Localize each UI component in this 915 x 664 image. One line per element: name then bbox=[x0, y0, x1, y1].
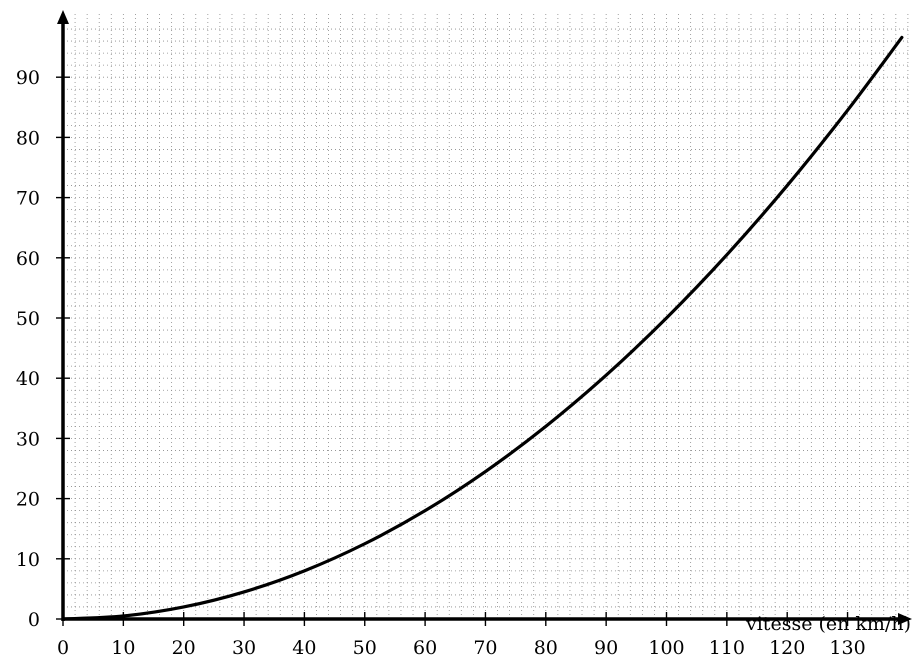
y-tick-label: 60 bbox=[16, 248, 40, 270]
x-tick-label: 40 bbox=[292, 637, 316, 659]
y-tick-label: 20 bbox=[16, 489, 40, 511]
y-tick-label: 10 bbox=[16, 549, 40, 571]
x-tick-label: 50 bbox=[353, 637, 377, 659]
x-tick-label: 20 bbox=[172, 637, 196, 659]
x-tick-label: 0 bbox=[57, 637, 69, 659]
y-tick-label: 0 bbox=[28, 609, 40, 631]
y-tick-label: 80 bbox=[16, 127, 40, 149]
plot-area bbox=[63, 37, 902, 619]
x-tick-label: 70 bbox=[473, 637, 497, 659]
x-tick-label: 130 bbox=[829, 637, 865, 659]
y-axis-arrow bbox=[57, 10, 69, 24]
x-tick-label: 110 bbox=[709, 637, 745, 659]
axes bbox=[57, 10, 912, 625]
x-tick-label: 100 bbox=[648, 637, 684, 659]
x-tick-label: 80 bbox=[534, 637, 558, 659]
x-tick-label: 60 bbox=[413, 637, 437, 659]
x-tick-label: 90 bbox=[594, 637, 618, 659]
y-tick-label: 30 bbox=[16, 428, 40, 450]
x-tick-label: 30 bbox=[232, 637, 256, 659]
ticks: 0 10 20 30 40 50 60 70 80 90 100 110 120 130 0 10 20 30 40… bbox=[16, 67, 866, 659]
y-tick-label: 50 bbox=[16, 308, 40, 330]
x-tick-label: 120 bbox=[769, 637, 805, 659]
y-tick-label: 70 bbox=[16, 188, 40, 210]
grid bbox=[63, 14, 908, 619]
x-axis-label: vitesse (en km/h) bbox=[745, 613, 911, 635]
x-tick-label: 10 bbox=[111, 637, 135, 659]
series-line bbox=[63, 37, 902, 619]
y-tick-label: 40 bbox=[16, 368, 40, 390]
y-tick-label: 90 bbox=[16, 67, 40, 89]
